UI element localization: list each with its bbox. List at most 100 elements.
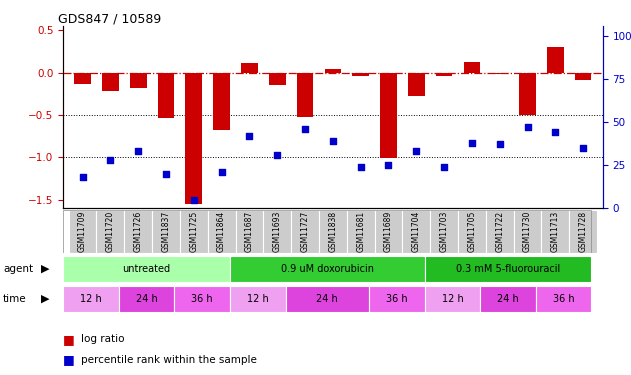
Bar (286, 286, 369, 312)
Bar (458, 210, 486, 253)
Point (133, 148, 143, 154)
Bar (480, 286, 536, 312)
Point (550, 129, 560, 135)
Text: percentile rank within the sample: percentile rank within the sample (81, 355, 257, 365)
Text: GSM11727: GSM11727 (300, 211, 310, 252)
Bar (486, 210, 514, 253)
Bar (208, 210, 235, 253)
Text: GSM11838: GSM11838 (328, 211, 338, 252)
Point (161, 171, 171, 177)
Bar (347, 210, 375, 253)
Text: ■: ■ (63, 354, 75, 366)
Bar (436, 73, 452, 76)
Point (189, 196, 199, 202)
Bar (519, 73, 536, 115)
Point (105, 157, 115, 163)
Bar (180, 210, 208, 253)
Text: agent: agent (3, 264, 33, 274)
Bar (369, 286, 425, 312)
Text: GSM11687: GSM11687 (245, 211, 254, 252)
Text: GSM11681: GSM11681 (356, 211, 365, 252)
Bar (514, 210, 541, 253)
Text: GSM11713: GSM11713 (551, 211, 560, 252)
Text: 36 h: 36 h (191, 294, 213, 304)
Bar (186, 73, 202, 204)
Bar (297, 73, 314, 117)
Bar (152, 210, 180, 253)
Text: 0.9 uM doxorubicin: 0.9 uM doxorubicin (281, 264, 374, 274)
Bar (319, 210, 347, 253)
Point (78, 174, 88, 180)
Text: GSM11720: GSM11720 (106, 211, 115, 252)
Bar (380, 73, 397, 158)
Bar (547, 47, 563, 73)
Bar (241, 63, 258, 73)
Point (272, 152, 282, 158)
Bar (130, 73, 146, 88)
Point (356, 164, 366, 170)
Bar (97, 210, 124, 253)
Bar (575, 73, 591, 80)
Bar (492, 73, 508, 74)
Text: 24 h: 24 h (497, 294, 519, 304)
Point (244, 133, 254, 139)
Bar (464, 62, 480, 73)
Text: untreated: untreated (122, 264, 170, 274)
Point (384, 162, 394, 168)
Point (495, 141, 505, 147)
Bar (403, 210, 430, 253)
Text: 36 h: 36 h (386, 294, 408, 304)
Text: GSM11722: GSM11722 (495, 211, 504, 252)
Text: GSM11726: GSM11726 (134, 211, 143, 252)
Point (328, 138, 338, 144)
Point (578, 145, 588, 151)
Bar (324, 69, 341, 73)
Bar (430, 210, 458, 253)
Text: time: time (3, 294, 27, 304)
Bar (569, 210, 597, 253)
Text: GSM11730: GSM11730 (523, 211, 532, 252)
Text: 12 h: 12 h (442, 294, 463, 304)
Bar (213, 73, 230, 130)
Point (411, 148, 422, 154)
Text: GSM11704: GSM11704 (412, 211, 421, 252)
Bar (174, 286, 230, 312)
Bar (375, 210, 403, 253)
Text: 24 h: 24 h (136, 294, 157, 304)
Bar (408, 73, 425, 96)
Bar (541, 210, 569, 253)
Point (439, 164, 449, 170)
Bar (230, 286, 286, 312)
Text: GSM11837: GSM11837 (162, 211, 170, 252)
Bar (230, 256, 425, 282)
Point (522, 124, 533, 130)
Point (467, 140, 477, 146)
Point (300, 126, 310, 132)
Bar (263, 210, 291, 253)
Text: GSM11705: GSM11705 (468, 211, 476, 252)
Bar (63, 286, 119, 312)
Text: 12 h: 12 h (80, 294, 102, 304)
Text: 24 h: 24 h (316, 294, 338, 304)
Text: 36 h: 36 h (553, 294, 574, 304)
Point (216, 169, 227, 175)
Bar (119, 286, 174, 312)
Bar (69, 210, 97, 253)
Text: GSM11725: GSM11725 (189, 211, 198, 252)
Text: ■: ■ (63, 333, 75, 346)
Bar (124, 210, 152, 253)
Text: 0.3 mM 5-fluorouracil: 0.3 mM 5-fluorouracil (456, 264, 560, 274)
Bar (269, 73, 286, 85)
Bar (425, 286, 480, 312)
Text: GSM11709: GSM11709 (78, 211, 87, 252)
Text: GSM11703: GSM11703 (440, 211, 449, 252)
Text: GSM11689: GSM11689 (384, 211, 393, 252)
Text: ▶: ▶ (41, 264, 50, 274)
Text: ▶: ▶ (41, 294, 50, 304)
Bar (425, 256, 591, 282)
Bar (235, 210, 263, 253)
Text: log ratio: log ratio (81, 334, 124, 344)
Bar (63, 256, 230, 282)
Text: GDS847 / 10589: GDS847 / 10589 (57, 12, 161, 25)
Bar (158, 73, 174, 118)
